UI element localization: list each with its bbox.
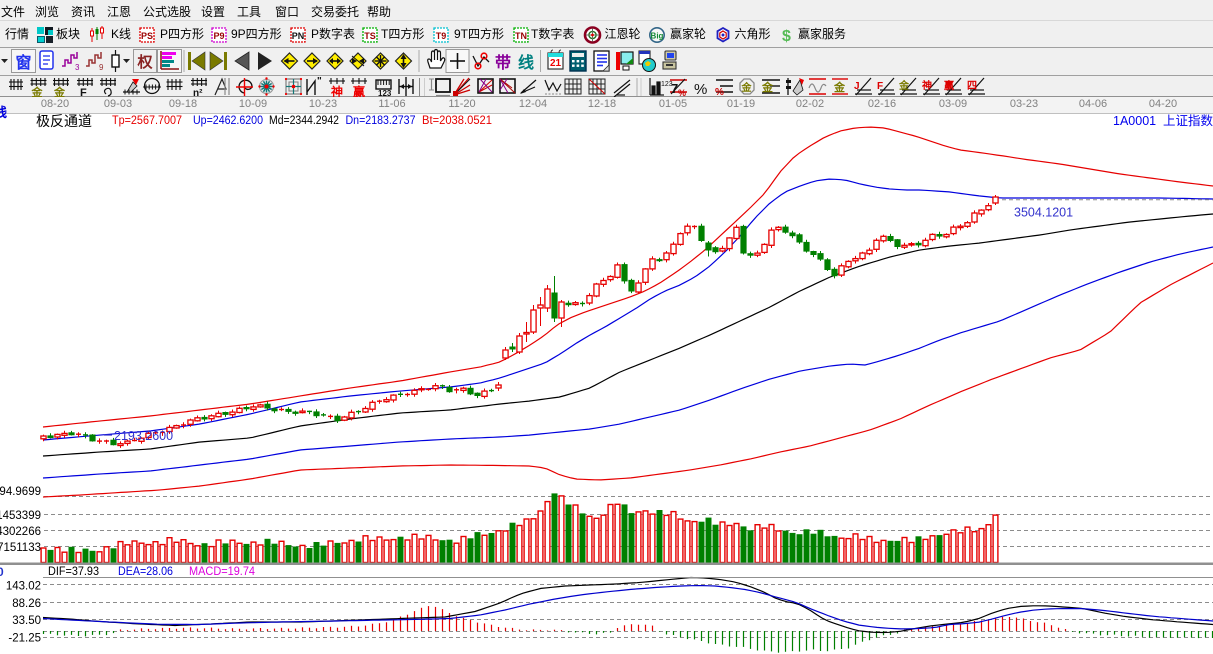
svg-text:123: 123 xyxy=(661,81,673,88)
svg-text:DIF=37.93: DIF=37.93 xyxy=(48,564,99,578)
svg-text:PS: PS xyxy=(141,31,153,41)
svg-text:金: 金 xyxy=(31,85,44,98)
svg-text:MACD=19.74: MACD=19.74 xyxy=(189,564,255,578)
svg-text:T9: T9 xyxy=(436,31,447,41)
svg-text:9: 9 xyxy=(99,63,104,72)
svg-text:%: % xyxy=(694,81,707,98)
svg-text:神: 神 xyxy=(331,84,343,98)
svg-text:88.26: 88.26 xyxy=(12,598,41,610)
svg-text:赢: 赢 xyxy=(353,84,365,98)
svg-text:江恩轮: 江恩轮 xyxy=(605,27,641,41)
svg-text:权: 权 xyxy=(136,53,153,71)
svg-text:3504.1201: 3504.1201 xyxy=(1014,206,1073,220)
svg-text:行情: 行情 xyxy=(5,27,29,41)
svg-text:Big: Big xyxy=(651,32,664,41)
svg-text:123: 123 xyxy=(378,89,392,98)
svg-text:F: F xyxy=(877,81,883,92)
svg-text:板块: 板块 xyxy=(56,27,80,41)
svg-text:神: 神 xyxy=(922,79,932,92)
svg-text:赢家服务: 赢家服务 xyxy=(798,26,846,41)
svg-text:四: 四 xyxy=(967,80,977,92)
svg-text:Bt=2038.0521: Bt=2038.0521 xyxy=(422,115,492,127)
svg-text:TS: TS xyxy=(364,31,376,41)
svg-text:K线: K线 xyxy=(111,27,131,41)
svg-text:TN: TN xyxy=(515,31,527,41)
svg-text:P9: P9 xyxy=(213,31,224,41)
svg-text:金: 金 xyxy=(761,80,774,94)
svg-text:金: 金 xyxy=(53,85,66,98)
svg-text:P数字表: P数字表 xyxy=(311,26,355,41)
svg-text:7: 7 xyxy=(671,81,678,96)
svg-text:极反通道: 极反通道 xyxy=(36,113,92,129)
svg-text:9P四方形: 9P四方形 xyxy=(231,26,282,41)
svg-text:%: % xyxy=(715,87,724,98)
svg-text:Dn=2183.2737: Dn=2183.2737 xyxy=(346,115,416,127)
svg-text:21: 21 xyxy=(550,58,562,69)
svg-text:J: J xyxy=(854,81,860,92)
svg-text:1A0001 上证指数: 1A0001 上证指数 xyxy=(1113,113,1213,128)
svg-text:": " xyxy=(317,76,322,87)
svg-text:-21.25: -21.25 xyxy=(8,633,41,645)
svg-text:143.02: 143.02 xyxy=(6,581,41,593)
svg-text:赢家轮: 赢家轮 xyxy=(670,26,706,41)
svg-text:F: F xyxy=(80,87,87,98)
svg-text:94.9699: 94.9699 xyxy=(0,486,41,498)
svg-text:Tp=2567.7007: Tp=2567.7007 xyxy=(112,115,182,127)
svg-text:金: 金 xyxy=(898,79,910,92)
svg-text:%: % xyxy=(678,88,686,98)
svg-text:金: 金 xyxy=(741,81,753,94)
svg-text:Md=2344.2942: Md=2344.2942 xyxy=(269,115,339,127)
svg-text:窗: 窗 xyxy=(15,53,31,72)
svg-text:Up=2462.6200: Up=2462.6200 xyxy=(193,115,263,127)
svg-text:赢: 赢 xyxy=(944,79,954,92)
svg-text:DEA=28.06: DEA=28.06 xyxy=(118,564,173,578)
svg-text:T四方形: T四方形 xyxy=(381,26,424,41)
svg-text:33.50: 33.50 xyxy=(12,615,41,627)
svg-text:六角形: 六角形 xyxy=(735,27,771,41)
svg-text:P四方形: P四方形 xyxy=(160,26,204,41)
svg-text:4302266: 4302266 xyxy=(0,526,41,538)
svg-text:T数字表: T数字表 xyxy=(531,26,574,41)
svg-text:带: 带 xyxy=(495,53,511,72)
svg-text:3: 3 xyxy=(75,63,80,72)
svg-text:$: $ xyxy=(782,28,791,45)
svg-text:7151133: 7151133 xyxy=(0,542,41,554)
svg-text:线: 线 xyxy=(518,53,534,72)
svg-text:n²: n² xyxy=(193,88,203,98)
svg-text:金: 金 xyxy=(833,80,846,94)
svg-text:2193.2600: 2193.2600 xyxy=(114,429,173,443)
svg-text:9T四方形: 9T四方形 xyxy=(454,26,504,41)
svg-text:PN: PN xyxy=(292,31,305,41)
svg-text:1453399: 1453399 xyxy=(0,510,41,522)
svg-text:0: 0 xyxy=(0,565,4,579)
